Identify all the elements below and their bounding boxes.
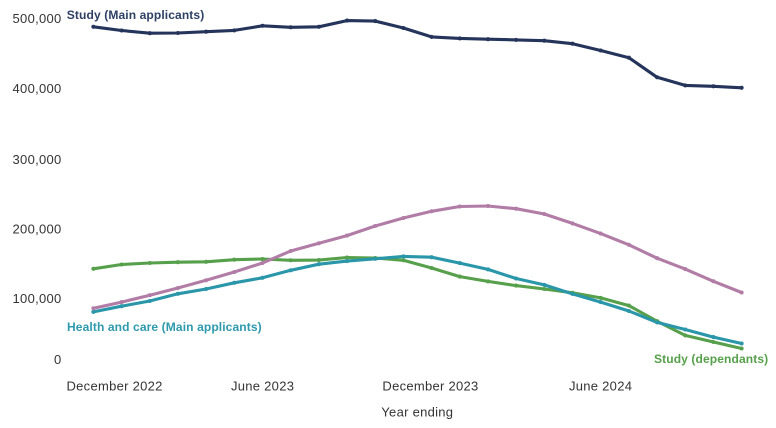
svg-text:December 2022: December 2022 [67,379,163,394]
svg-text:400,000: 400,000 [13,81,62,96]
svg-text:June 2023: June 2023 [231,379,294,394]
svg-text:Study (Main applicants): Study (Main applicants) [67,8,205,22]
svg-text:200,000: 200,000 [13,222,62,237]
svg-text:Year ending: Year ending [381,405,453,420]
svg-text:June 2024: June 2024 [569,379,632,394]
svg-text:Study (dependants): Study (dependants) [654,352,768,366]
svg-text:500,000: 500,000 [13,11,62,26]
svg-text:300,000: 300,000 [13,152,62,167]
svg-text:December 2023: December 2023 [382,379,478,394]
svg-text:Health and care (Main applican: Health and care (Main applicants) [67,320,262,334]
svg-text:0: 0 [54,352,62,367]
svg-text:100,000: 100,000 [13,291,62,306]
